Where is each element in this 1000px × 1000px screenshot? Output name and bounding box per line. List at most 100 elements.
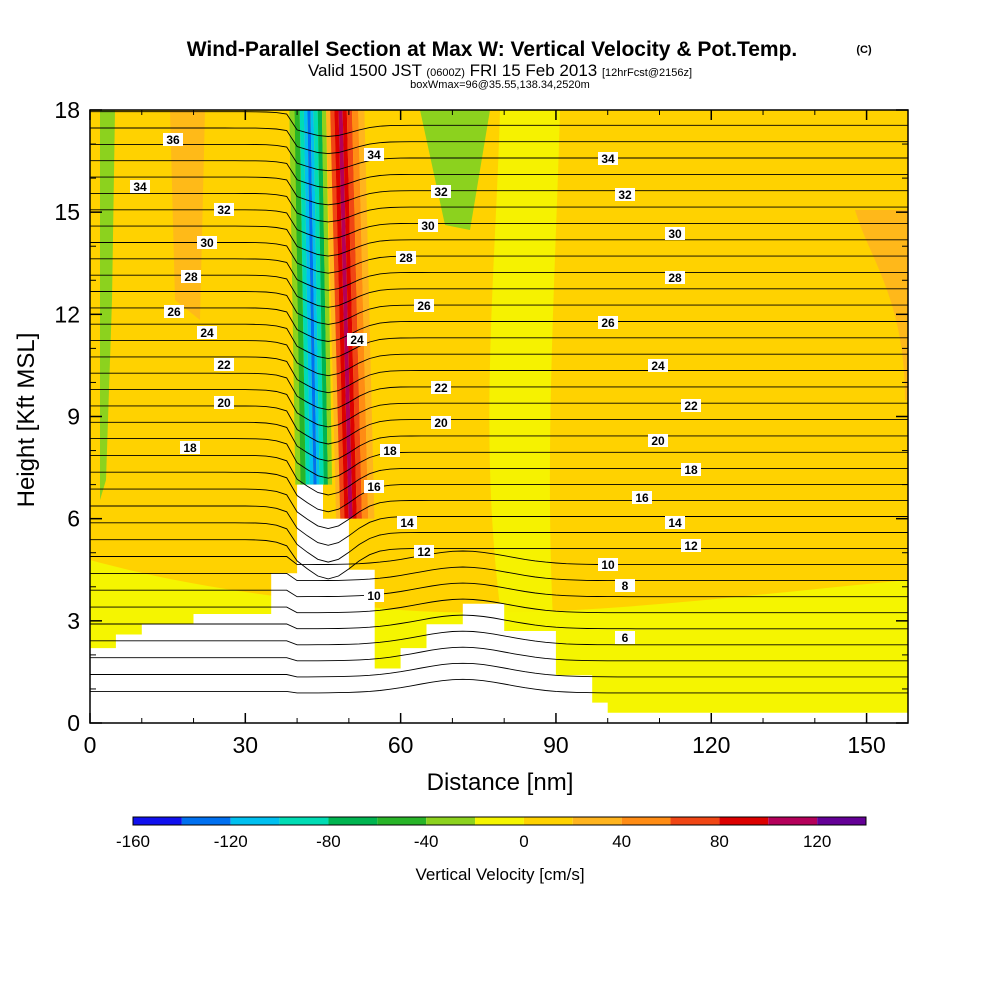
theta-contour: [90, 192, 908, 223]
contour-label: 24: [197, 326, 217, 340]
couplet-band: [346, 110, 362, 519]
colorbar-tick-label: 40: [612, 832, 631, 851]
contour-label-text: 20: [217, 396, 231, 410]
theta-contour: [90, 566, 908, 582]
contour-label: 10: [598, 558, 618, 572]
couplet-band: [338, 110, 353, 519]
couplet-band: [326, 110, 341, 519]
y-tick-label: 15: [54, 199, 80, 225]
contour-label-text: 8: [622, 579, 629, 593]
couplet-band: [351, 110, 369, 519]
contour-label-text: 26: [417, 299, 431, 313]
contour-label: 22: [681, 399, 701, 413]
contour-label: 34: [364, 148, 384, 162]
contour-label: 26: [414, 299, 434, 313]
couplet-band: [307, 110, 317, 485]
vertical-velocity-field: [90, 110, 908, 723]
contour-label-text: 36: [166, 133, 180, 147]
y-tick-label: 0: [67, 710, 80, 736]
theta-contour: [90, 127, 908, 155]
x-tick-label: 150: [847, 732, 885, 758]
colorbar-swatch: [181, 817, 231, 825]
x-axis: 0 30 60 90 120 150: [84, 110, 886, 758]
contour-label-text: 32: [618, 188, 632, 202]
contour-label-text: 24: [651, 359, 665, 373]
x-tick-label: 30: [233, 732, 259, 758]
contour-label: 16: [632, 491, 652, 505]
couplet-band: [321, 110, 333, 485]
contour-label-text: 26: [167, 305, 181, 319]
theta-contour: [90, 323, 908, 360]
contour-label-text: 28: [399, 251, 413, 265]
contour-label: 6: [615, 631, 635, 645]
colorbar-label: Vertical Velocity [cm/s]: [415, 865, 584, 884]
colorbar-swatch: [230, 817, 280, 825]
contour-label-text: 26: [601, 316, 615, 330]
contour-label-text: 20: [651, 434, 665, 448]
theta-contour: [90, 356, 908, 394]
colorbar-frame: [132, 816, 867, 826]
subtitle-valid: Valid 1500 JST: [308, 61, 426, 80]
y-tick-label: 18: [54, 97, 80, 123]
wave-couplet: [289, 110, 375, 519]
contour-label: 18: [681, 463, 701, 477]
field-near-zero-column: [489, 110, 560, 723]
contour-label: 20: [648, 434, 668, 448]
contour-label: 18: [180, 441, 200, 455]
subtitle-utc: (0600Z): [426, 67, 465, 79]
contour-label-text: 10: [367, 589, 381, 603]
contour-label: 14: [397, 516, 417, 530]
theta-contour: [90, 522, 908, 563]
contour-label: 20: [431, 416, 451, 430]
subtitle-date: FRI 15 Feb 2013: [465, 61, 602, 80]
theta-contour: [90, 242, 908, 274]
colorbar-tick-label: -160: [116, 832, 150, 851]
contour-label-text: 32: [217, 203, 231, 217]
contour-label-text: 24: [350, 333, 364, 347]
contour-label-text: 28: [668, 271, 682, 285]
colorbar-swatch: [768, 817, 818, 825]
contour-label: 14: [665, 516, 685, 530]
colorbar-swatch: [426, 817, 476, 825]
contour-label-text: 18: [684, 463, 698, 477]
colorbar-swatch: [523, 817, 573, 825]
y-tick-label: 3: [67, 608, 80, 634]
theta-contours: [90, 111, 908, 694]
x-axis-label: Distance [nm]: [427, 769, 574, 796]
theta-contour: [90, 258, 908, 291]
contour-label-text: 24: [200, 326, 214, 340]
contour-label-text: 34: [133, 180, 147, 194]
contour-label: 28: [181, 270, 201, 284]
colorbar-tick-label: 80: [710, 832, 729, 851]
colorbar-swatch: [572, 817, 622, 825]
couplet-band: [334, 110, 349, 519]
contour-label: 26: [598, 316, 618, 330]
x-tick-label: 120: [692, 732, 730, 758]
contour-label: 32: [214, 203, 234, 217]
theta-contour: [90, 678, 908, 694]
theta-contour: [90, 614, 908, 630]
contour-label: 8: [615, 579, 635, 593]
colorbar-swatch: [328, 817, 378, 825]
field-green-top: [420, 110, 490, 230]
contour-label-text: 10: [601, 558, 615, 572]
theta-contour: [90, 539, 908, 580]
chart-title: Wind-Parallel Section at Max W: Vertical…: [187, 38, 798, 61]
theta-contour: [90, 291, 908, 325]
colorbar-swatch: [133, 817, 182, 825]
colorbar-swatch: [670, 817, 720, 825]
contour-label-text: 14: [400, 516, 414, 530]
contour-label-text: 30: [421, 219, 435, 233]
couplet-band: [299, 110, 310, 485]
x-tick-label: 60: [388, 732, 414, 758]
y-axis-label: Height [Kft MSL]: [13, 333, 40, 508]
contour-label-text: 32: [434, 185, 448, 199]
contour-label: 22: [214, 358, 234, 372]
chart-subtitle: Valid 1500 JST (0600Z) FRI 15 Feb 2013 […: [308, 61, 692, 80]
theta-contour: [90, 438, 908, 479]
theta-contour: [90, 225, 908, 257]
colorbar-tick-label: 0: [519, 832, 528, 851]
contour-label-text: 14: [668, 516, 682, 530]
